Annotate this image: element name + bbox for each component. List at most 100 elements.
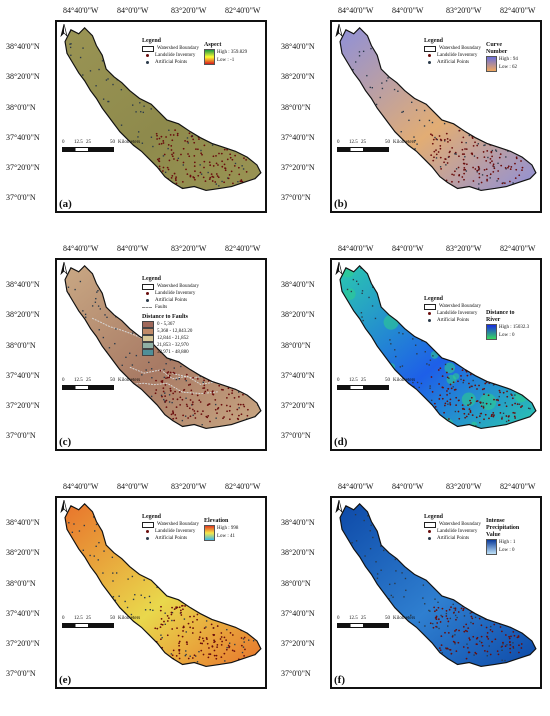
artificial-point [224, 377, 226, 380]
landslide-point [470, 396, 473, 399]
landslide-point [160, 142, 163, 145]
landslide-point [244, 625, 246, 628]
landslide-point [489, 161, 492, 164]
artificial-point [529, 376, 532, 378]
longitude-label: 84°40'0"W [338, 244, 374, 253]
artificial-point [136, 504, 139, 506]
landslide-point [188, 132, 191, 135]
artificial-point [149, 601, 151, 604]
artificial-point [410, 640, 412, 643]
longitude-label: 84°40'0"W [63, 6, 99, 15]
artificial-point [356, 560, 359, 562]
landslide-point [489, 629, 492, 631]
landslide-point [185, 373, 188, 376]
artificial-point [452, 28, 455, 30]
artificial-point [65, 78, 68, 81]
landslide-point [444, 158, 447, 160]
artificial-point [182, 503, 184, 506]
artificial-point [125, 424, 127, 427]
artificial-point [139, 284, 141, 286]
landslide-point [196, 618, 198, 621]
artificial-point [202, 320, 205, 322]
artificial-point [387, 77, 389, 79]
landslide-point [159, 638, 162, 641]
artificial-point [183, 560, 186, 562]
artificial-point [89, 70, 92, 72]
artificial-point [426, 419, 429, 421]
artificial-point [510, 393, 512, 395]
landslide-point [217, 368, 220, 371]
landslide-point [182, 161, 185, 164]
artificial-point [360, 312, 363, 314]
artificial-point [241, 105, 243, 107]
artificial-point [166, 508, 168, 510]
artificial-point [82, 549, 85, 551]
artificial-point [144, 184, 147, 186]
artificial-point [97, 113, 100, 116]
artificial-point [507, 269, 509, 271]
landslide-point [501, 140, 504, 142]
artificial-point [388, 184, 390, 187]
color-ramp [204, 525, 215, 541]
artificial-point [156, 176, 159, 178]
artificial-point [489, 76, 492, 79]
landslide-point [499, 153, 502, 156]
artificial-point [514, 291, 517, 293]
artificial-point [181, 84, 183, 87]
artificial-point [83, 641, 86, 643]
artificial-point [206, 581, 209, 583]
landslide-point [160, 623, 163, 626]
landslide-point [487, 394, 490, 397]
artificial-point [408, 646, 411, 649]
artificial-point [382, 36, 384, 39]
artificial-point [502, 643, 504, 645]
landslide-point [203, 387, 206, 389]
artificial-point [67, 286, 70, 288]
artificial-point [226, 589, 229, 591]
artificial-point [75, 562, 78, 565]
artificial-point [465, 508, 467, 510]
landslide-point [235, 147, 238, 150]
artificial-point [86, 575, 88, 578]
north-arrow-icon [60, 262, 68, 276]
landslide-point [228, 381, 231, 384]
artificial-point [505, 122, 507, 124]
landslide-point [166, 372, 169, 374]
latitude-label: 38°40'0"N [281, 518, 315, 527]
landslide-point [500, 368, 503, 371]
artificial-point [443, 122, 446, 125]
landslide-point [243, 636, 246, 639]
landslide-point [430, 376, 433, 378]
landslide-point [505, 415, 508, 417]
landslide-point [230, 170, 233, 173]
artificial-point [76, 169, 79, 171]
landslide-point [518, 386, 521, 389]
artificial-point [492, 121, 494, 123]
artificial-point [143, 105, 145, 107]
landslide-point [240, 644, 243, 647]
landslide-point [225, 611, 227, 613]
artificial-point [70, 609, 73, 611]
landslide-point [171, 606, 173, 609]
landslide-point [227, 380, 230, 383]
watershed-boundary [64, 265, 262, 430]
artificial-point [430, 92, 432, 95]
artificial-point [65, 62, 66, 64]
artificial-point [418, 540, 421, 542]
landslide-point [463, 166, 466, 169]
legend-class: 32,971 - 48,880 [142, 349, 192, 356]
artificial-point [185, 631, 187, 633]
landslide-point [221, 378, 224, 381]
artificial-point [122, 632, 124, 634]
artificial-point [386, 41, 388, 44]
landslide-point [192, 627, 194, 629]
artificial-point [228, 114, 230, 116]
artificial-point [462, 381, 464, 384]
artificial-point [141, 142, 144, 144]
artificial-point [118, 419, 120, 421]
landslide-point [204, 180, 207, 182]
landslide-point [433, 156, 435, 159]
artificial-point [194, 319, 196, 321]
landslide-point [512, 144, 515, 147]
artificial-point [386, 656, 389, 659]
